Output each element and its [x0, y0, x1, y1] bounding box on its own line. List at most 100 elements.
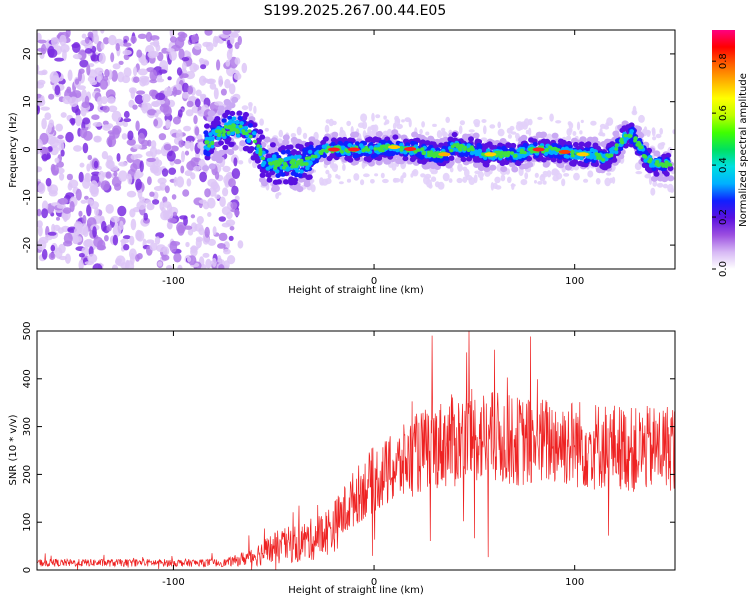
- noise-blob: [65, 131, 74, 143]
- snr-ytick-label: 300: [22, 417, 33, 436]
- noise-blob: [55, 247, 63, 259]
- ridge-blob: [236, 130, 241, 134]
- ridge-blob: [236, 110, 243, 116]
- noise-blob: [65, 30, 71, 38]
- faint-speckle: [331, 163, 338, 173]
- ridge-blob: [218, 140, 224, 146]
- noise-blob: [111, 70, 118, 82]
- noise-blob: [72, 42, 81, 53]
- noise-blob: [222, 165, 231, 173]
- noise-blob: [147, 109, 157, 116]
- noise-blob: [153, 39, 160, 48]
- faint-speckle: [546, 170, 552, 178]
- ridge-blob: [647, 159, 652, 164]
- noise-blob: [134, 94, 144, 105]
- noise-blob: [194, 98, 201, 108]
- noise-blob: [136, 49, 143, 58]
- ridge-blob: [499, 138, 507, 145]
- ridge-blob: [550, 150, 555, 155]
- faint-speckle: [500, 174, 506, 182]
- faint-speckle: [290, 133, 297, 138]
- noise-blob: [136, 90, 146, 95]
- snr-series-line: [37, 331, 675, 570]
- noise-blob: [136, 253, 143, 260]
- ridge-blob: [239, 121, 244, 126]
- noise-blob: [163, 143, 172, 151]
- faint-speckle: [481, 119, 487, 123]
- faint-speckle: [563, 173, 570, 177]
- noise-blob: [112, 127, 120, 139]
- noise-blob: [49, 136, 59, 148]
- ridge-blob: [290, 155, 295, 160]
- noise-blob: [163, 87, 173, 97]
- ridge-blob: [290, 164, 295, 169]
- faint-speckle: [363, 173, 370, 178]
- noise-blob: [197, 141, 205, 149]
- ridge-blob: [489, 164, 497, 171]
- ridge-blob: [579, 136, 587, 143]
- noise-blob: [156, 78, 165, 83]
- ridge-blob: [376, 147, 381, 151]
- noise-blob: [110, 52, 115, 63]
- figure-title: S199.2025.267.00.44.E05: [264, 3, 447, 19]
- faint-speckle: [445, 116, 451, 123]
- noise-blob: [122, 235, 131, 240]
- noise-blob: [60, 44, 70, 53]
- ridge-blob: [208, 132, 213, 137]
- ridge-blob: [297, 144, 304, 150]
- noise-blob: [51, 37, 60, 47]
- noise-blob: [86, 64, 91, 76]
- faint-speckle: [497, 121, 502, 129]
- colorbar-ticks: 0.0 0.2 0.4 0.6 0.8: [712, 53, 729, 277]
- faint-speckle: [483, 125, 487, 135]
- ridge-blob: [642, 154, 647, 158]
- noise-blob: [96, 75, 102, 83]
- ridge-blob: [582, 162, 589, 168]
- noise-blob: [105, 204, 114, 214]
- noise-blob: [185, 241, 190, 248]
- ridge-blob: [571, 153, 575, 158]
- ridge-blob: [395, 148, 400, 153]
- ridge-blob: [238, 124, 243, 129]
- ridge-blob: [476, 142, 482, 148]
- ridge-blob: [381, 144, 386, 148]
- noise-blob: [176, 176, 185, 188]
- noise-blob: [181, 61, 187, 71]
- noise-blob: [111, 110, 122, 122]
- faint-speckle: [492, 182, 498, 189]
- faint-speckle: [324, 124, 330, 133]
- ridge-blob: [235, 133, 241, 138]
- ridge-blob: [489, 144, 496, 150]
- ridge-blob: [259, 134, 266, 140]
- snr-xtick-label: 100: [565, 577, 584, 588]
- noise-blob: [214, 194, 221, 200]
- faint-speckle: [296, 126, 302, 136]
- snr-xtick-label: 0: [371, 577, 377, 588]
- ridge-blob: [455, 142, 460, 147]
- ridge-blob: [629, 129, 634, 134]
- noise-blob: [129, 253, 135, 265]
- noise-blob: [108, 34, 117, 46]
- faint-speckle: [302, 132, 308, 140]
- faint-speckle: [655, 133, 662, 139]
- noise-blob: [229, 226, 235, 231]
- ridge-blob: [589, 152, 594, 157]
- faint-speckle: [346, 178, 352, 183]
- noise-blob: [104, 69, 110, 78]
- noise-blob: [116, 153, 121, 162]
- noise-blob: [223, 248, 231, 255]
- spectrogram-ytick-label: 10: [22, 95, 33, 108]
- noise-blob: [123, 244, 130, 251]
- noise-blob: [145, 151, 154, 157]
- faint-speckle: [480, 137, 488, 141]
- ridge-blob: [521, 153, 527, 158]
- faint-speckle: [442, 131, 449, 138]
- ridge-blob: [564, 164, 572, 171]
- noise-blob: [167, 76, 172, 81]
- noise-blob: [123, 67, 132, 78]
- noise-blob: [149, 69, 158, 82]
- ridge-blob: [299, 158, 304, 163]
- noise-blob: [81, 33, 87, 39]
- ridge-blob: [594, 152, 599, 156]
- noise-blob: [41, 153, 49, 162]
